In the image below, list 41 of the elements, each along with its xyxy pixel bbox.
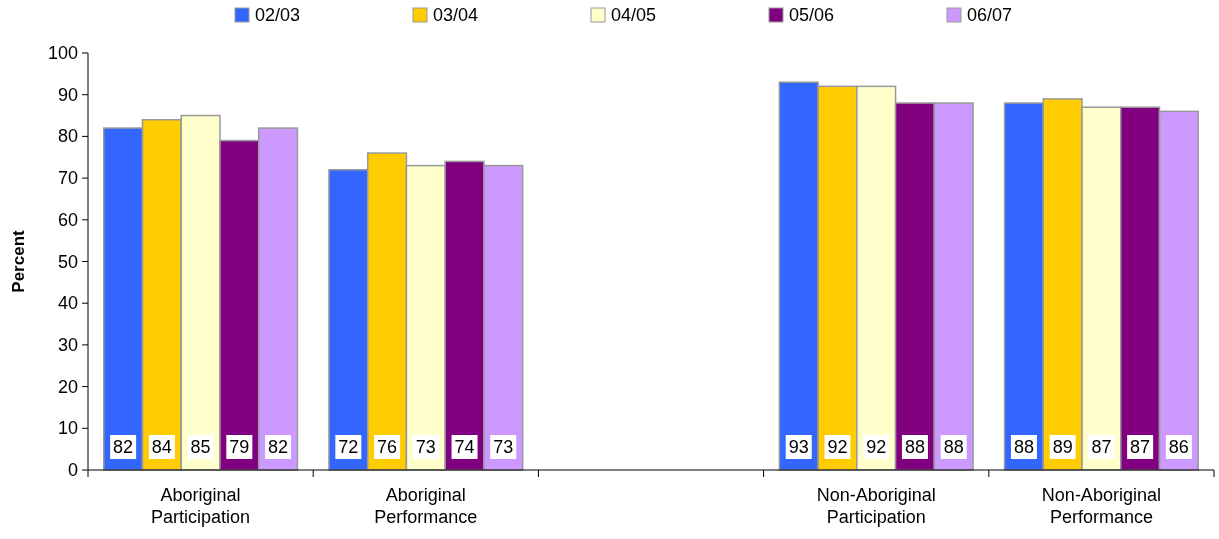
data-label: 89 [1052,437,1073,457]
y-tick-label: 10 [57,418,78,439]
data-label: 82 [113,437,134,457]
data-label: 85 [190,437,211,457]
y-tick-label: 70 [57,168,78,189]
data-label: 87 [1130,437,1151,457]
data-label: 72 [338,437,359,457]
y-tick-label: 50 [57,251,78,272]
x-tick-label: Non-Aboriginal Performance [1041,485,1161,527]
data-label: 88 [1013,437,1034,457]
x-tick-label: Aboriginal Participation [151,485,251,527]
data-label: 88 [943,437,964,457]
data-label: 87 [1091,437,1112,457]
x-tick-label: Aboriginal Performance [374,485,478,527]
data-label: 76 [377,437,398,457]
data-label: 93 [788,437,809,457]
data-label: 86 [1168,437,1189,457]
y-tick-label: 80 [57,126,78,147]
data-label: 82 [268,437,289,457]
y-tick-label: 100 [47,43,78,63]
y-tick-label: 60 [57,209,78,230]
x-tick-label: Non-Aboriginal Participation [816,485,936,527]
legend-label: 04/05 [611,5,657,25]
data-label: 92 [866,437,887,457]
legend-label: 06/07 [967,5,1013,25]
legend-label: 02/03 [255,5,301,25]
data-label: 73 [493,437,514,457]
y-axis-title: Percent [9,229,28,293]
data-label: 92 [827,437,848,457]
data-label: 79 [229,437,250,457]
legend-label: 05/06 [789,5,835,25]
data-label: 74 [454,437,475,457]
y-tick-label: 40 [57,293,78,314]
data-label: 73 [415,437,436,457]
data-label: 88 [904,437,925,457]
y-tick-label: 30 [57,334,78,355]
legend-label: 03/04 [433,5,479,25]
data-label: 84 [151,437,172,457]
y-tick-label: 90 [57,84,78,105]
y-tick-label: 20 [57,376,78,397]
y-tick-label: 0 [67,460,78,480]
